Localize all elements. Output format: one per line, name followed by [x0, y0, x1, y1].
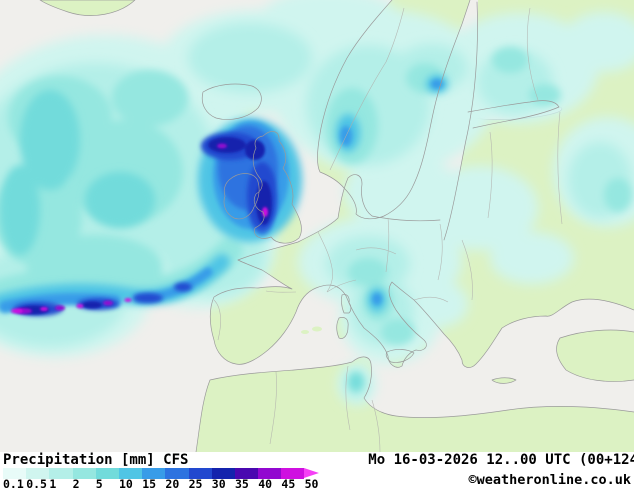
legend-segment — [95, 468, 119, 479]
legend-segment — [258, 468, 282, 479]
legend-segment — [188, 468, 212, 479]
legend-tick-label: 2 — [72, 477, 80, 490]
legend-segment — [49, 468, 73, 479]
legend-title: Precipitation [mm] CFS — [3, 452, 189, 468]
legend-tick-label: 35 — [235, 477, 249, 490]
legend-footer: Precipitation [mm] CFS Mo 16-03-2026 12.… — [0, 452, 634, 490]
copyright-text: ©weatheronline.co.uk — [468, 472, 631, 488]
legend-tick-label: 5 — [95, 477, 103, 490]
legend-arrow-icon — [304, 468, 320, 478]
legend-segment — [142, 468, 166, 479]
precip-level-11 — [11, 207, 268, 314]
legend-segment — [118, 468, 143, 479]
legend-tick-label: 50 — [304, 477, 319, 490]
legend-tick-label: 0.1 — [3, 477, 24, 490]
legend-tick-label: 10 — [119, 477, 133, 490]
coastlines — [39, 0, 634, 452]
legend-segment — [211, 468, 235, 479]
country-borders — [213, 7, 563, 452]
legend-tick-label: 30 — [211, 477, 226, 490]
weather-map-image — [0, 0, 634, 452]
legend-tick-label: 20 — [165, 477, 180, 490]
legend-tick-label: 45 — [281, 477, 296, 490]
legend-segment — [165, 468, 189, 479]
legend-segment — [72, 468, 96, 479]
legend-segment — [26, 468, 50, 479]
legend-bar — [3, 468, 320, 479]
legend-tick-label: 25 — [188, 477, 203, 490]
legend-segment — [3, 468, 27, 479]
legend-tick-label: 40 — [258, 477, 273, 490]
legend-segment — [234, 468, 259, 479]
legend-tick-label: 1 — [49, 477, 57, 490]
precipitation-layer — [0, 0, 634, 405]
legend-tick-label: 0.5 — [26, 477, 47, 490]
legend-segment — [281, 468, 305, 479]
forecast-datetime: Mo 16-03-2026 12..00 UTC (00+124 — [368, 452, 634, 468]
legend-tick-label: 15 — [142, 477, 157, 490]
precip-level-4 — [0, 90, 362, 390]
